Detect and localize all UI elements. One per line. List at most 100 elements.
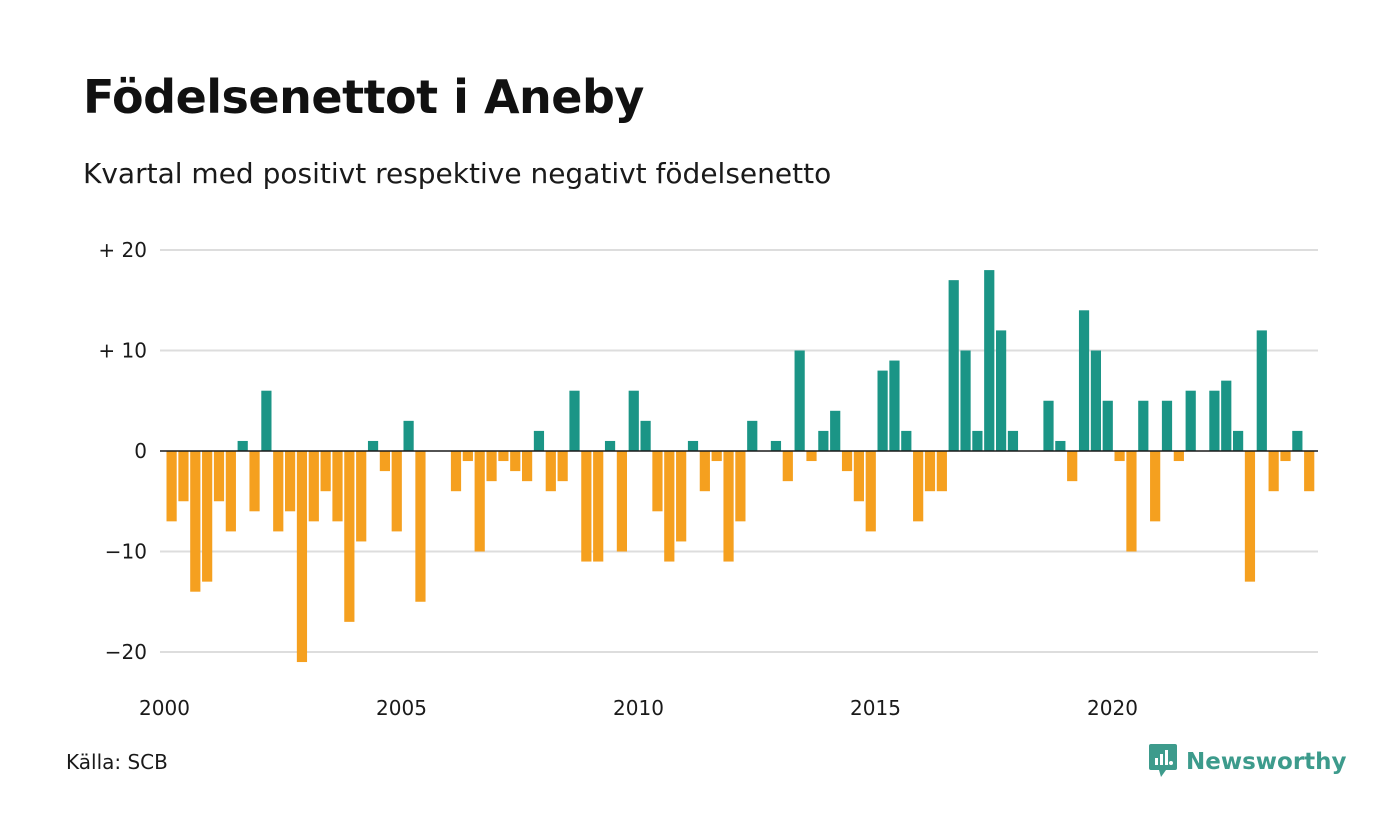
bar-positive	[948, 280, 959, 451]
bar-positive	[972, 430, 983, 451]
bar-positive	[367, 440, 379, 451]
bar-negative	[190, 451, 201, 592]
bar-negative	[782, 451, 793, 482]
bar-negative	[166, 451, 177, 522]
bar-negative	[664, 451, 675, 562]
bar-negative	[1067, 451, 1078, 482]
bar-positive	[604, 440, 616, 451]
bar-chart: + 20 + 10 0 −10 −20 2000 2005 2010 2015 2020	[98, 238, 1318, 720]
bar-negative	[379, 451, 390, 472]
grid-lines	[160, 249, 1318, 653]
x-tick-label: 2015	[850, 696, 901, 720]
bar-negative	[486, 451, 497, 482]
bar-positive	[1102, 400, 1113, 451]
x-tick-label: 2020	[1087, 696, 1138, 720]
bar-negative	[510, 451, 521, 472]
bar-positive	[830, 410, 841, 451]
bar-positive	[818, 430, 829, 451]
bar-negative	[474, 451, 485, 552]
bar-negative	[913, 451, 924, 522]
bar-negative	[202, 451, 213, 582]
bar-positive	[640, 420, 651, 451]
bar-negative	[285, 451, 296, 512]
bar-negative	[841, 451, 853, 472]
bar-negative	[522, 451, 533, 482]
bar-negative	[936, 451, 947, 492]
bar-negative	[225, 451, 236, 532]
bar-negative	[356, 451, 367, 542]
bar-negative	[924, 451, 936, 492]
bar-negative	[735, 451, 746, 522]
brand-name: Newsworthy	[1186, 749, 1347, 775]
brand-logo[interactable]: Newsworthy	[1148, 742, 1347, 782]
bar-negative	[1126, 451, 1137, 552]
bar-negative	[1114, 451, 1125, 462]
newsworthy-logo-icon	[1148, 742, 1178, 782]
bar-positive	[901, 430, 912, 451]
bar-positive	[770, 440, 782, 451]
x-tick-label: 2010	[613, 696, 664, 720]
bar-positive	[984, 270, 995, 451]
bar-positive	[1185, 390, 1196, 451]
bar-positive	[1292, 430, 1303, 451]
bar-negative	[723, 451, 734, 562]
bar-positive	[877, 370, 888, 451]
bar-negative	[853, 451, 864, 502]
bar-negative	[308, 451, 319, 522]
x-tick-label: 2000	[139, 696, 190, 720]
bar-negative	[498, 451, 509, 462]
bar-positive	[1161, 400, 1173, 451]
bar-negative	[581, 451, 592, 562]
bar-negative	[1150, 451, 1161, 522]
axes: + 20 + 10 0 −10 −20 2000 2005 2010 2015 2020	[98, 238, 1318, 720]
bar-negative	[391, 451, 402, 532]
bar-positive	[1221, 380, 1232, 451]
bar-negative	[711, 451, 722, 462]
bar-positive	[1055, 440, 1066, 451]
bar-positive	[1256, 330, 1267, 451]
bar-negative	[593, 451, 604, 562]
bar-negative	[652, 451, 663, 512]
bar-negative	[676, 451, 687, 542]
bar-positive	[533, 430, 545, 451]
bar-positive	[747, 420, 758, 451]
bar-negative	[332, 451, 343, 522]
bar-negative	[1280, 451, 1291, 462]
bar-positive	[1043, 400, 1054, 451]
bar-negative	[806, 451, 817, 462]
bar-positive	[1138, 400, 1149, 451]
chart-subtitle: Kvartal med positivt respektive negativt…	[83, 157, 832, 190]
bar-negative	[178, 451, 189, 502]
bar-positive	[794, 350, 805, 451]
y-tick-label: + 10	[98, 339, 147, 363]
bar-negative	[699, 451, 710, 492]
bar-positive	[1090, 350, 1101, 451]
bar-negative	[557, 451, 568, 482]
bar-positive	[403, 420, 414, 451]
bar-positive	[960, 350, 971, 451]
bar-negative	[344, 451, 355, 622]
bar-negative	[1268, 451, 1279, 492]
bar-positive	[1078, 310, 1090, 451]
bar-negative	[450, 451, 462, 492]
bar-negative	[1244, 451, 1256, 582]
y-tick-label: + 20	[98, 238, 147, 262]
bar-negative	[1173, 451, 1184, 462]
bar-negative	[249, 451, 260, 512]
bar-negative	[273, 451, 284, 532]
bar-negative	[865, 451, 876, 532]
bar-negative	[296, 451, 308, 663]
y-tick-label: 0	[134, 439, 147, 463]
y-tick-label: −20	[105, 640, 147, 664]
bar-positive	[996, 330, 1007, 451]
chart-title: Födelsenettot i Aneby	[83, 70, 644, 124]
bar-positive	[569, 390, 580, 451]
bar-positive	[261, 390, 272, 451]
bar-positive	[687, 440, 699, 451]
bars	[166, 270, 1315, 663]
bar-negative	[462, 451, 473, 462]
bar-negative	[415, 451, 426, 602]
bar-positive	[1007, 430, 1019, 451]
bar-negative	[320, 451, 331, 492]
bar-positive	[1209, 390, 1220, 451]
